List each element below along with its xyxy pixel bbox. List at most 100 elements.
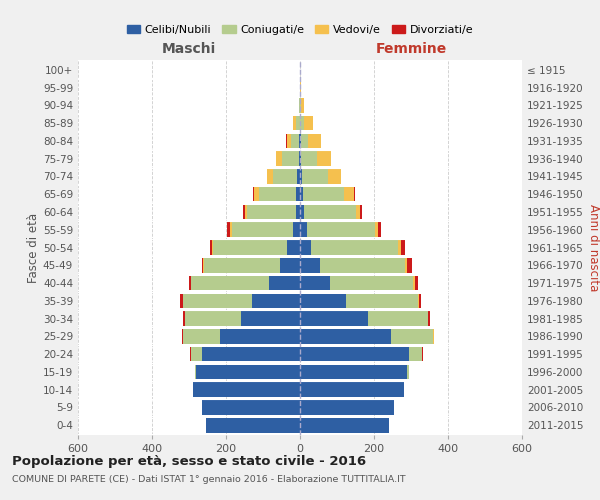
Bar [189, 276, 191, 290]
Bar [344, 187, 354, 202]
Bar [299, 134, 300, 148]
Bar [282, 152, 299, 166]
Legend: Celibi/Nubili, Coniugati/e, Vedovi/e, Divorziati/e: Celibi/Nubili, Coniugati/e, Vedovi/e, Di… [122, 20, 478, 40]
Bar [300, 80, 301, 95]
Bar [320, 258, 406, 272]
Bar [299, 152, 300, 166]
Bar [247, 204, 296, 219]
Text: Maschi: Maschi [162, 42, 216, 56]
Bar [391, 329, 433, 344]
Text: Femmine: Femmine [376, 42, 446, 56]
Bar [196, 364, 300, 379]
Bar [300, 187, 303, 202]
Bar [409, 347, 422, 362]
Bar [301, 116, 304, 130]
Bar [184, 312, 185, 326]
Bar [242, 204, 245, 219]
Bar [227, 222, 230, 237]
Bar [277, 152, 282, 166]
Bar [296, 187, 300, 202]
Bar [428, 312, 430, 326]
Bar [378, 222, 381, 237]
Bar [418, 294, 419, 308]
Bar [296, 116, 299, 130]
Bar [413, 276, 415, 290]
Bar [300, 222, 307, 237]
Bar [293, 222, 300, 237]
Text: COMUNE DI PARETE (CE) - Dati ISTAT 1° gennaio 2016 - Elaborazione TUTTITALIA.IT: COMUNE DI PARETE (CE) - Dati ISTAT 1° ge… [12, 475, 406, 484]
Bar [211, 240, 212, 255]
Bar [259, 187, 296, 202]
Bar [273, 169, 297, 184]
Bar [191, 276, 269, 290]
Bar [301, 152, 317, 166]
Bar [230, 222, 232, 237]
Bar [297, 169, 300, 184]
Bar [354, 187, 355, 202]
Bar [375, 222, 378, 237]
Bar [300, 152, 301, 166]
Bar [300, 400, 394, 414]
Bar [182, 329, 184, 344]
Bar [329, 276, 413, 290]
Bar [368, 312, 428, 326]
Y-axis label: Fasce di età: Fasce di età [27, 212, 40, 282]
Bar [303, 187, 344, 202]
Bar [300, 276, 329, 290]
Bar [401, 240, 405, 255]
Bar [415, 276, 418, 290]
Bar [202, 400, 300, 414]
Y-axis label: Anni di nascita: Anni di nascita [587, 204, 600, 291]
Bar [398, 240, 401, 255]
Bar [185, 312, 241, 326]
Bar [300, 258, 320, 272]
Bar [245, 204, 247, 219]
Bar [328, 169, 341, 184]
Bar [304, 116, 313, 130]
Bar [287, 134, 291, 148]
Bar [317, 152, 331, 166]
Text: Popolazione per età, sesso e stato civile - 2016: Popolazione per età, sesso e stato civil… [12, 455, 366, 468]
Bar [181, 294, 184, 308]
Bar [204, 258, 280, 272]
Bar [212, 240, 213, 255]
Bar [311, 240, 398, 255]
Bar [206, 418, 300, 432]
Bar [302, 169, 328, 184]
Bar [419, 294, 421, 308]
Bar [360, 204, 362, 219]
Bar [190, 347, 191, 362]
Bar [202, 347, 300, 362]
Bar [304, 204, 355, 219]
Bar [407, 258, 412, 272]
Bar [299, 98, 300, 112]
Bar [308, 134, 321, 148]
Bar [220, 329, 300, 344]
Bar [300, 134, 301, 148]
Bar [241, 312, 300, 326]
Bar [184, 294, 252, 308]
Bar [252, 294, 300, 308]
Bar [202, 258, 203, 272]
Bar [293, 116, 296, 130]
Bar [307, 222, 375, 237]
Bar [213, 240, 287, 255]
Bar [232, 222, 293, 237]
Bar [300, 347, 409, 362]
Bar [300, 169, 302, 184]
Bar [300, 240, 311, 255]
Bar [355, 204, 360, 219]
Bar [346, 294, 418, 308]
Bar [280, 258, 300, 272]
Bar [301, 134, 308, 148]
Bar [184, 329, 220, 344]
Bar [300, 312, 368, 326]
Bar [406, 258, 407, 272]
Bar [300, 364, 407, 379]
Bar [254, 187, 259, 202]
Bar [301, 98, 304, 112]
Bar [296, 204, 300, 219]
Bar [191, 347, 202, 362]
Bar [269, 276, 300, 290]
Bar [300, 294, 346, 308]
